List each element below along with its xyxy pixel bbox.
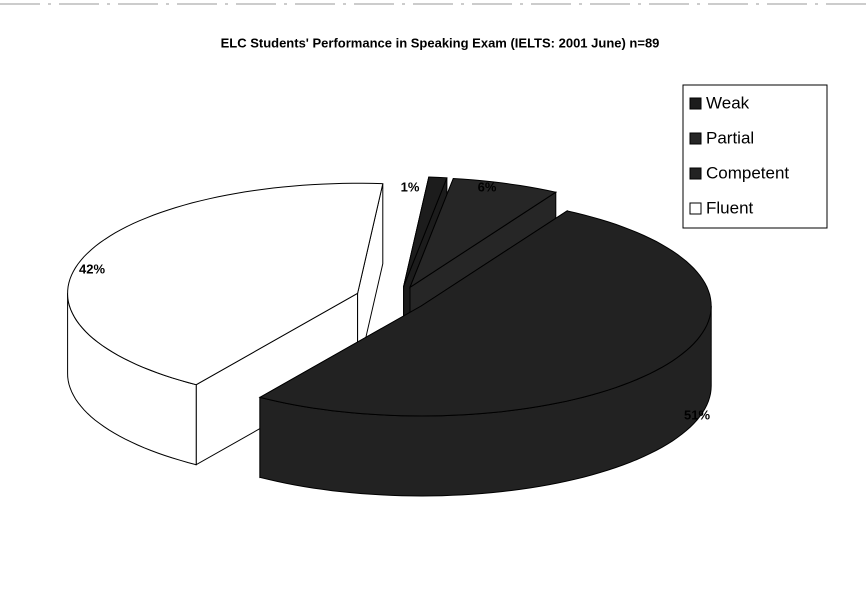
slice bbox=[258, 210, 712, 417]
legend-label: Competent bbox=[706, 163, 789, 182]
slice bbox=[403, 176, 448, 287]
slice bbox=[258, 209, 712, 497]
chart-title: ELC Students' Performance in Speaking Ex… bbox=[221, 35, 660, 50]
legend-label: Weak bbox=[706, 93, 750, 112]
data-label: 51% bbox=[684, 407, 710, 422]
data-label: 42% bbox=[79, 261, 105, 276]
slice bbox=[67, 182, 384, 386]
legend-label: Fluent bbox=[706, 198, 754, 217]
slice bbox=[408, 177, 558, 289]
data-label: 6% bbox=[478, 179, 497, 194]
legend-label: Partial bbox=[706, 128, 754, 147]
legend-swatch bbox=[689, 202, 702, 215]
legend-swatch bbox=[689, 97, 702, 110]
legend-box bbox=[682, 84, 828, 229]
legend-swatch bbox=[689, 167, 702, 180]
data-label: 1% bbox=[401, 179, 420, 194]
legend-swatch bbox=[689, 132, 702, 145]
pie bbox=[67, 176, 712, 497]
slice bbox=[67, 182, 384, 466]
